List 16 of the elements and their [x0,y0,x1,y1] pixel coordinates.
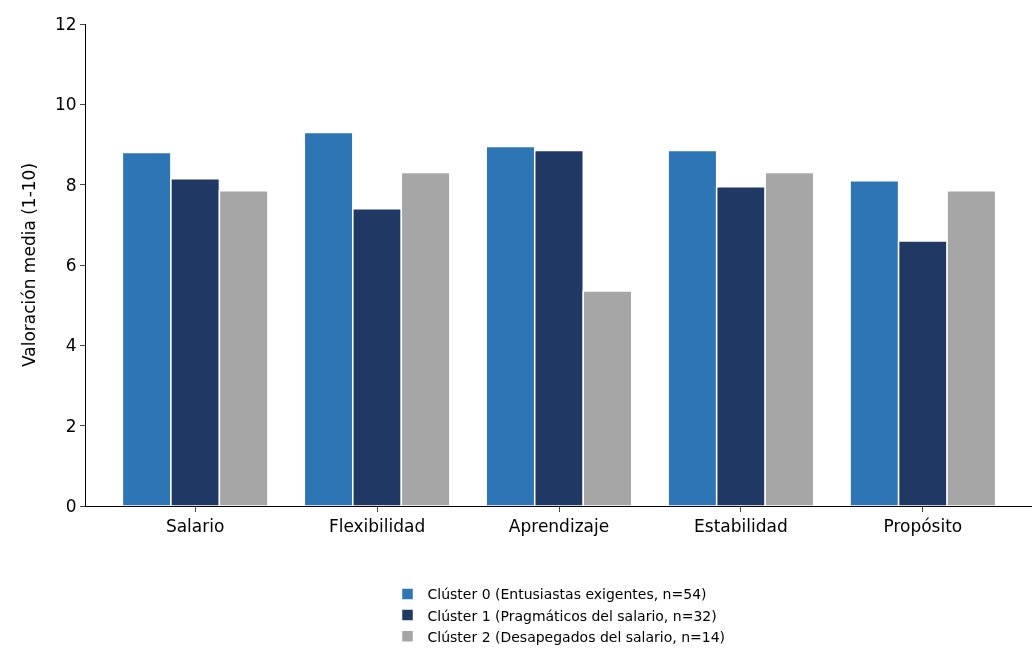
legend-label: Clúster 1 (Pragmáticos del salario, n=32) [427,607,717,624]
x-tick-label: Flexibilidad [328,516,426,537]
legend-label: Clúster 0 (Entusiastas exigentes, n=54) [427,586,707,603]
y-tick-label: 8 [65,174,77,195]
x-tick-label: Estabilidad [694,516,788,537]
y-tick-label: 6 [65,254,77,275]
y-axis-title: Valoración media (1-10) [18,162,39,368]
x-tick-label: Salario [165,516,225,537]
legend-label: Clúster 2 (Desapegados del salario, n=14) [427,628,726,645]
y-tick-label: 4 [65,335,77,356]
y-tick-label: 10 [54,94,77,115]
x-tick-label: Aprendizaje [508,516,610,537]
x-tick-label: Propósito [883,516,963,537]
y-tick-label: 0 [65,495,77,516]
y-tick-label: 12 [54,13,77,34]
y-tick-label: 2 [65,415,77,436]
